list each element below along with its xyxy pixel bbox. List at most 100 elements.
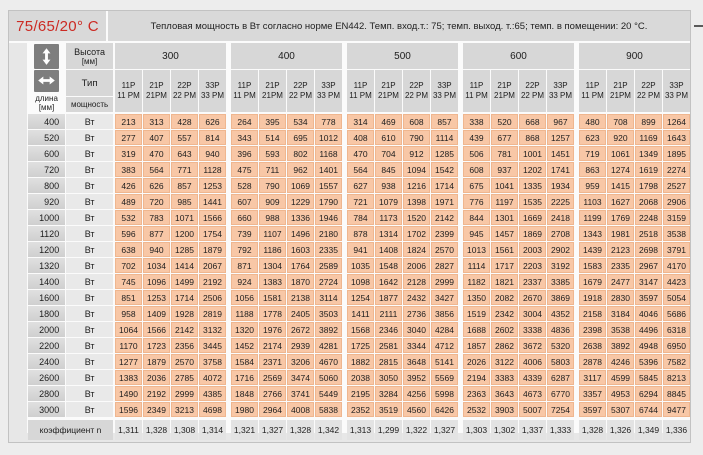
value-cell: 1229 [287, 194, 314, 209]
value-cell: 314 [347, 114, 374, 129]
value-cell: 3357 [579, 386, 606, 401]
coefficient-value: 1,313 [347, 420, 374, 440]
value-cell: 924 [231, 274, 258, 289]
table-row: 2600 Вт 1383 2036 2785 4072 1716 2569 3474 5060 20… [28, 370, 690, 385]
value-cell: 3004 [519, 306, 546, 321]
value-cell: 5320 [547, 338, 574, 353]
value-cell: 4072 [199, 370, 226, 385]
table-row: 720 Вт 383 564 771 1128 475 711 962 1401 564 845 109… [28, 162, 690, 177]
value-cell: 2698 [635, 242, 662, 257]
coefficient-value: 1,322 [403, 420, 430, 440]
type-header: 33P 33 PM [547, 70, 574, 112]
length-cell: 800 [28, 178, 66, 193]
value-cell: 1548 [375, 258, 402, 273]
row-values: 851 1253 1714 2506 1056 1581 2138 3114 1254 1877 2… [115, 290, 690, 305]
value-cell: 532 [115, 210, 142, 225]
value-cell: 1877 [375, 290, 402, 305]
value-cell: 319 [115, 146, 142, 161]
value-cell: 277 [115, 130, 142, 145]
type-label: Тип [66, 70, 113, 96]
value-cell: 1114 [431, 130, 458, 145]
value-cell: 7254 [547, 402, 574, 417]
value-cell: 1398 [403, 194, 430, 209]
value-cell: 2194 [463, 370, 490, 385]
coefficient-value: 1,327 [431, 420, 458, 440]
value-cell: 5569 [431, 370, 458, 385]
length-cell: 2600 [28, 370, 66, 385]
value-cell: 988 [259, 210, 286, 225]
value-cell: 2111 [375, 306, 402, 321]
value-cell: 719 [579, 146, 606, 161]
type-header: 21P 21PM [259, 70, 286, 112]
value-cell: 1798 [635, 178, 662, 193]
value-cell: 3050 [375, 370, 402, 385]
value-cell: 1056 [231, 290, 258, 305]
value-cell: 626 [199, 114, 226, 129]
type-header: 22P 22 PM [519, 70, 546, 112]
value-cell: 2335 [607, 258, 634, 273]
value-cell: 1061 [607, 146, 634, 161]
length-cell: 1000 [28, 210, 66, 225]
value-cell: 695 [287, 130, 314, 145]
height-value: 400 [231, 43, 342, 69]
value-cell: 2672 [287, 322, 314, 337]
value-cell: 1441 [199, 194, 226, 209]
value-cell: 1566 [199, 210, 226, 225]
type-header: 22P 22 PM [287, 70, 314, 112]
value-cell: 739 [231, 226, 258, 241]
length-cell: 600 [28, 146, 66, 161]
value-cell: 2123 [607, 242, 634, 257]
height-values: 300 400 500 600 900 [115, 43, 690, 69]
value-cell: 2506 [199, 290, 226, 305]
value-cell: 3952 [403, 370, 430, 385]
value-cell: 940 [199, 146, 226, 161]
value-cell: 1557 [315, 178, 342, 193]
value-cell: 1414 [171, 258, 198, 273]
row-values: 489 720 985 1441 607 909 1229 1790 721 1079 1398 19… [115, 194, 690, 209]
value-cell: 920 [607, 130, 634, 145]
value-cell: 5060 [315, 370, 342, 385]
row-values: 319 470 643 940 396 593 802 1168 470 704 912 1285 50… [115, 146, 690, 161]
value-cell: 2068 [635, 194, 662, 209]
value-cell: 2036 [143, 370, 170, 385]
type-header: 21P 21PM [491, 70, 518, 112]
value-cell: 899 [635, 114, 662, 129]
value-cell: 1520 [403, 210, 430, 225]
value-cell: 1717 [491, 258, 518, 273]
value-cell: 2363 [463, 386, 490, 401]
value-cell: 1254 [347, 290, 374, 305]
value-cell: 1725 [347, 338, 374, 353]
value-cell: 2180 [315, 226, 342, 241]
value-cell: 1285 [431, 146, 458, 161]
value-cell: 844 [463, 210, 490, 225]
value-cell: 528 [231, 178, 258, 193]
value-cell: 1714 [171, 290, 198, 305]
value-cell: 3538 [607, 322, 634, 337]
value-cell: 1168 [315, 146, 342, 161]
coefficient-values: 1,311 1,328 1,308 1,314 1,321 1,327 1,328 1,342… [115, 420, 690, 440]
value-cell: 2138 [287, 290, 314, 305]
value-cell: 313 [143, 114, 170, 129]
value-cell: 1034 [143, 258, 170, 273]
value-cell: 489 [115, 194, 142, 209]
value-cell: 610 [375, 130, 402, 145]
length-cell: 400 [28, 114, 66, 129]
type-header: 11P 11 PM [579, 70, 606, 112]
height-value: 300 [115, 43, 226, 69]
coefficient-value: 1,321 [231, 420, 258, 440]
value-cell: 4953 [607, 386, 634, 401]
coefficient-value: 1,328 [287, 420, 314, 440]
value-cell: 338 [463, 114, 490, 129]
coefficient-value: 1,342 [315, 420, 342, 440]
value-cell: 3344 [403, 338, 430, 353]
value-cell: 2581 [375, 338, 402, 353]
value-cell: 1064 [115, 322, 142, 337]
value-cell: 1879 [199, 242, 226, 257]
value-cell: 720 [143, 194, 170, 209]
value-cell: 1499 [171, 274, 198, 289]
value-cell: 1107 [259, 226, 286, 241]
value-cell: 1702 [403, 226, 430, 241]
value-cell: 1824 [403, 242, 430, 257]
value-cell: 878 [347, 226, 374, 241]
value-cell: 3147 [635, 274, 662, 289]
